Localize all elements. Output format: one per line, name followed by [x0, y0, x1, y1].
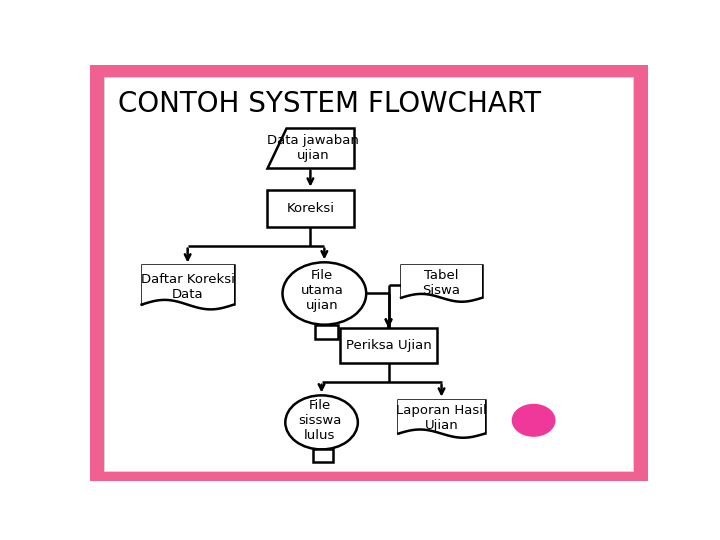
Text: Tabel
Siswa: Tabel Siswa	[423, 269, 461, 297]
Polygon shape	[142, 266, 234, 305]
Text: Koreksi: Koreksi	[287, 202, 334, 215]
Text: Data jawaban
ujian: Data jawaban ujian	[267, 134, 359, 162]
Circle shape	[282, 262, 366, 325]
Polygon shape	[401, 266, 482, 298]
FancyBboxPatch shape	[315, 325, 338, 339]
Text: Daftar Koreksi
Data: Daftar Koreksi Data	[140, 273, 235, 301]
Text: Periksa Ujian: Periksa Ujian	[346, 339, 431, 352]
FancyBboxPatch shape	[90, 65, 104, 481]
Text: Laporan Hasil
Ujian: Laporan Hasil Ujian	[396, 404, 487, 432]
Circle shape	[285, 395, 358, 449]
FancyBboxPatch shape	[313, 449, 333, 462]
Text: CONTOH SYSTEM FLOWCHART: CONTOH SYSTEM FLOWCHART	[118, 90, 541, 118]
Polygon shape	[398, 400, 485, 434]
Polygon shape	[142, 266, 234, 305]
Polygon shape	[267, 128, 354, 168]
FancyBboxPatch shape	[90, 472, 648, 481]
Text: File
sisswa
lulus: File sisswa lulus	[298, 399, 341, 442]
FancyBboxPatch shape	[340, 328, 437, 363]
Text: File
utama
ujian: File utama ujian	[301, 269, 343, 313]
Circle shape	[513, 404, 555, 436]
FancyBboxPatch shape	[634, 65, 648, 481]
Polygon shape	[398, 400, 485, 434]
FancyBboxPatch shape	[104, 77, 634, 472]
FancyBboxPatch shape	[90, 65, 648, 77]
FancyBboxPatch shape	[267, 190, 354, 227]
Polygon shape	[401, 266, 482, 298]
